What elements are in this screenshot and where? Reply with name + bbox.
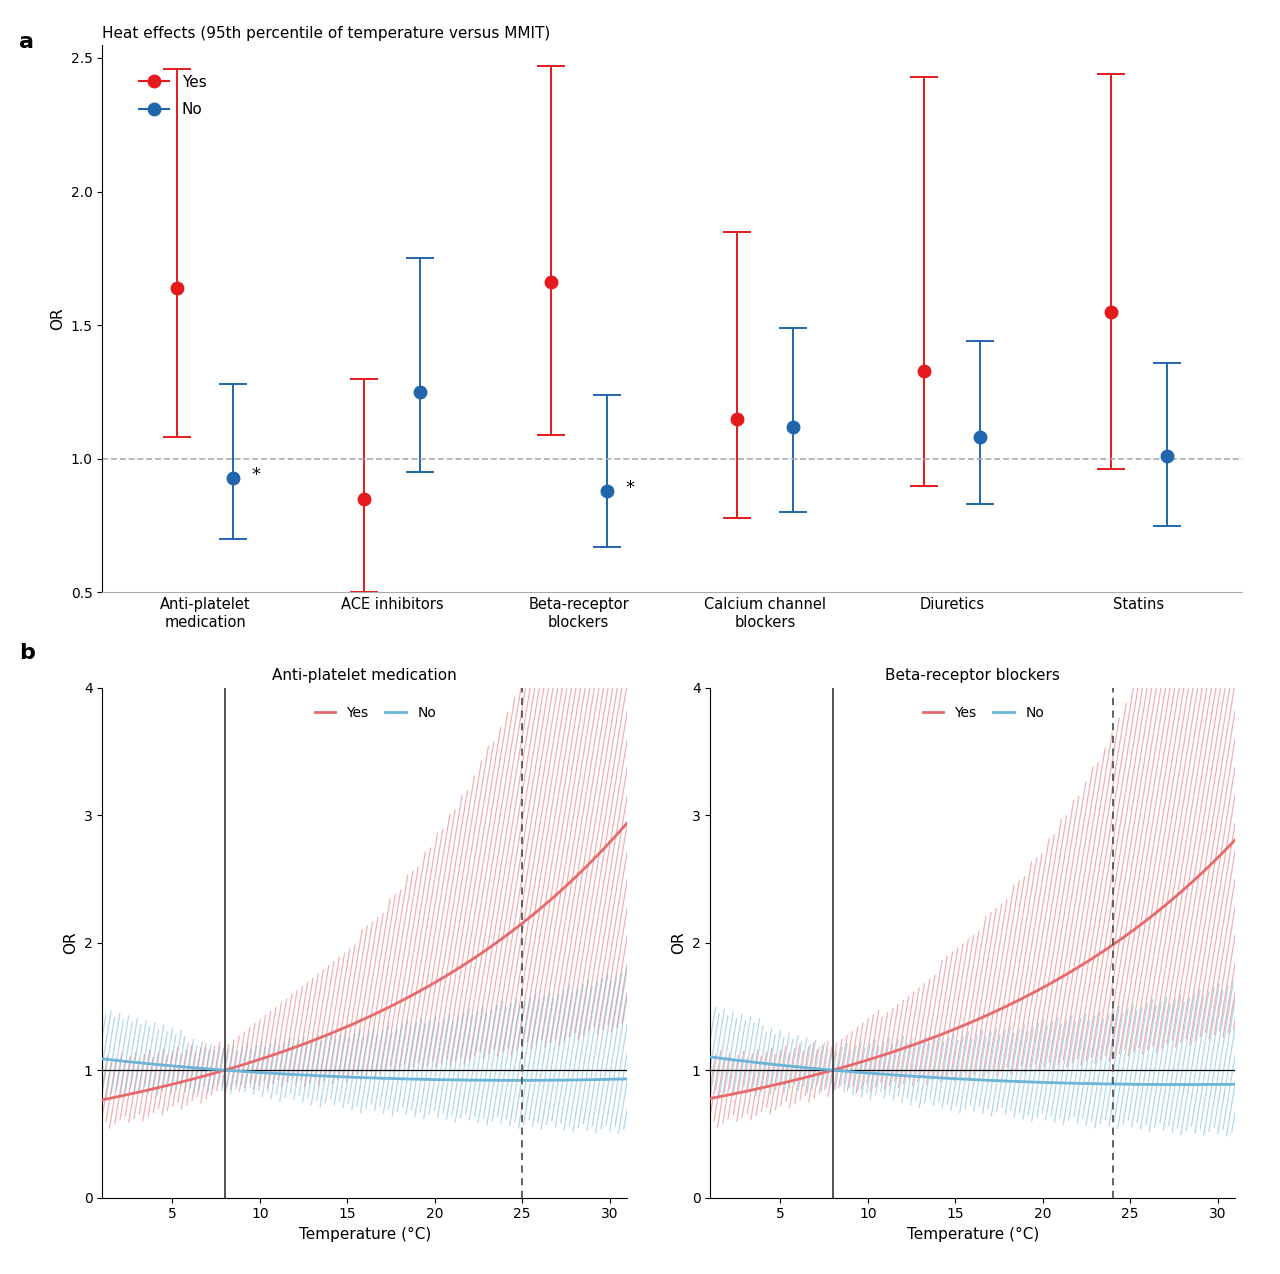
Title: Beta-receptor blockers: Beta-receptor blockers bbox=[886, 668, 1060, 683]
Y-axis label: OR: OR bbox=[671, 931, 686, 954]
Text: Heat effects (95th percentile of temperature versus MMIT): Heat effects (95th percentile of tempera… bbox=[102, 25, 550, 41]
Legend: Yes, No: Yes, No bbox=[916, 699, 1050, 725]
Text: *: * bbox=[252, 466, 261, 484]
Text: a: a bbox=[19, 32, 35, 52]
Legend: Yes, No: Yes, No bbox=[308, 699, 442, 725]
Legend: Yes, No: Yes, No bbox=[133, 69, 212, 124]
X-axis label: Temperature (°C): Temperature (°C) bbox=[906, 1227, 1039, 1242]
Text: *: * bbox=[626, 479, 635, 497]
Y-axis label: OR: OR bbox=[63, 931, 78, 954]
Text: b: b bbox=[19, 643, 35, 664]
Title: Anti-platelet medication: Anti-platelet medication bbox=[273, 668, 457, 683]
X-axis label: Temperature (°C): Temperature (°C) bbox=[298, 1227, 431, 1242]
Y-axis label: OR: OR bbox=[50, 307, 65, 330]
